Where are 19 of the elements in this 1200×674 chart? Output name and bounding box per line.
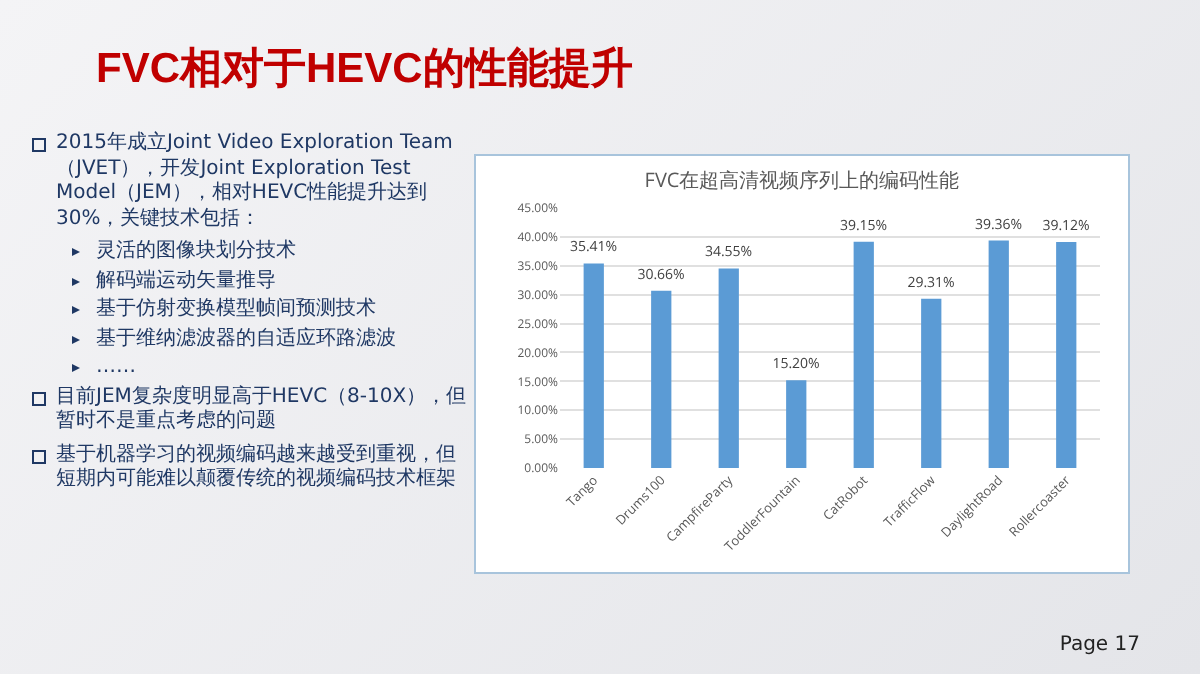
bar [988,240,1009,468]
text: …… [96,356,136,378]
text: 基于仿射变换模型帧间预测技术 [96,298,376,320]
chart-title: FVC相对于HEVC的性能提升 [96,44,633,96]
bar [786,380,807,468]
text: 解码端运动矢量推导 [96,269,276,291]
bar [921,298,942,468]
text: 2015年成立Joint Video Exploration Team（JVET），开发Joint Exploration Test Model（JEM），相对HEVC性能提升达到30%，关键技术包括： [56,132,453,229]
bar [651,290,672,468]
bar [853,241,874,468]
bar [583,263,604,468]
bar [718,268,739,468]
text: 基于机器学习的视频编码越来越受到重视，但短期内可能难以颠覆传统的视频编码技术框架 [56,443,456,490]
bar [1056,241,1077,468]
text: Page 17 [1059,634,1140,656]
text: 基于维纳滤波器的自适应环路滤波 [96,327,396,349]
text: 目前JEM复杂度明显高于HEVC（8-10X），但暂时不是重点考虑的问题 [56,385,467,432]
text: 灵活的图像块划分技术 [96,240,296,262]
chart-subtitle: FVC在超高清视频序列上的编码性能 [644,164,960,193]
